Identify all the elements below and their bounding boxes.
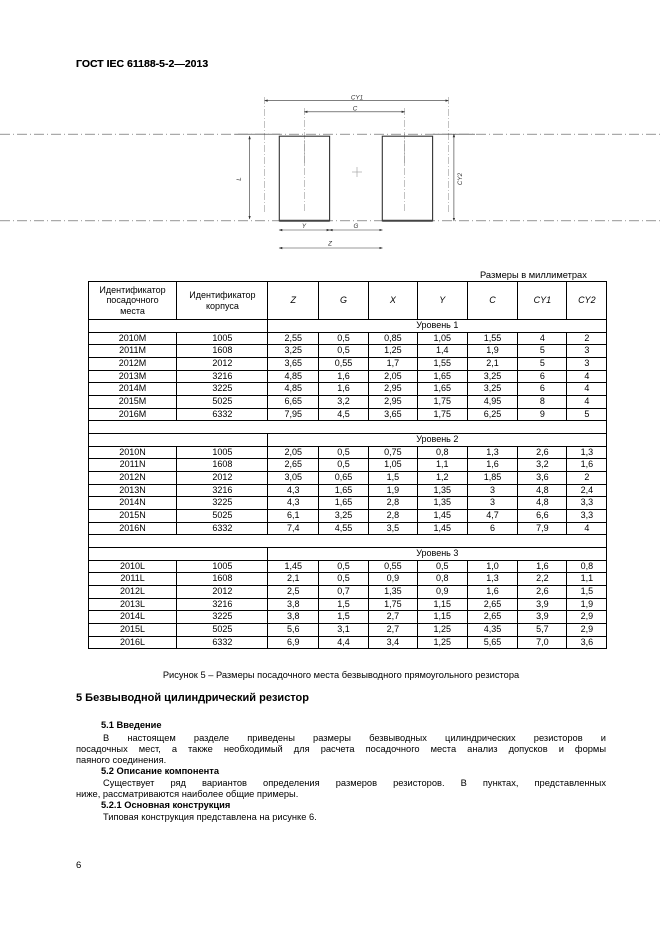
svg-text:C: C bbox=[353, 106, 358, 113]
svg-text:Y: Y bbox=[302, 223, 307, 230]
svg-text:L: L bbox=[236, 177, 243, 181]
svg-text:G: G bbox=[354, 223, 359, 230]
svg-text:CY1: CY1 bbox=[351, 95, 363, 102]
svg-text:CY2: CY2 bbox=[457, 172, 464, 185]
svg-text:Z: Z bbox=[327, 241, 333, 248]
